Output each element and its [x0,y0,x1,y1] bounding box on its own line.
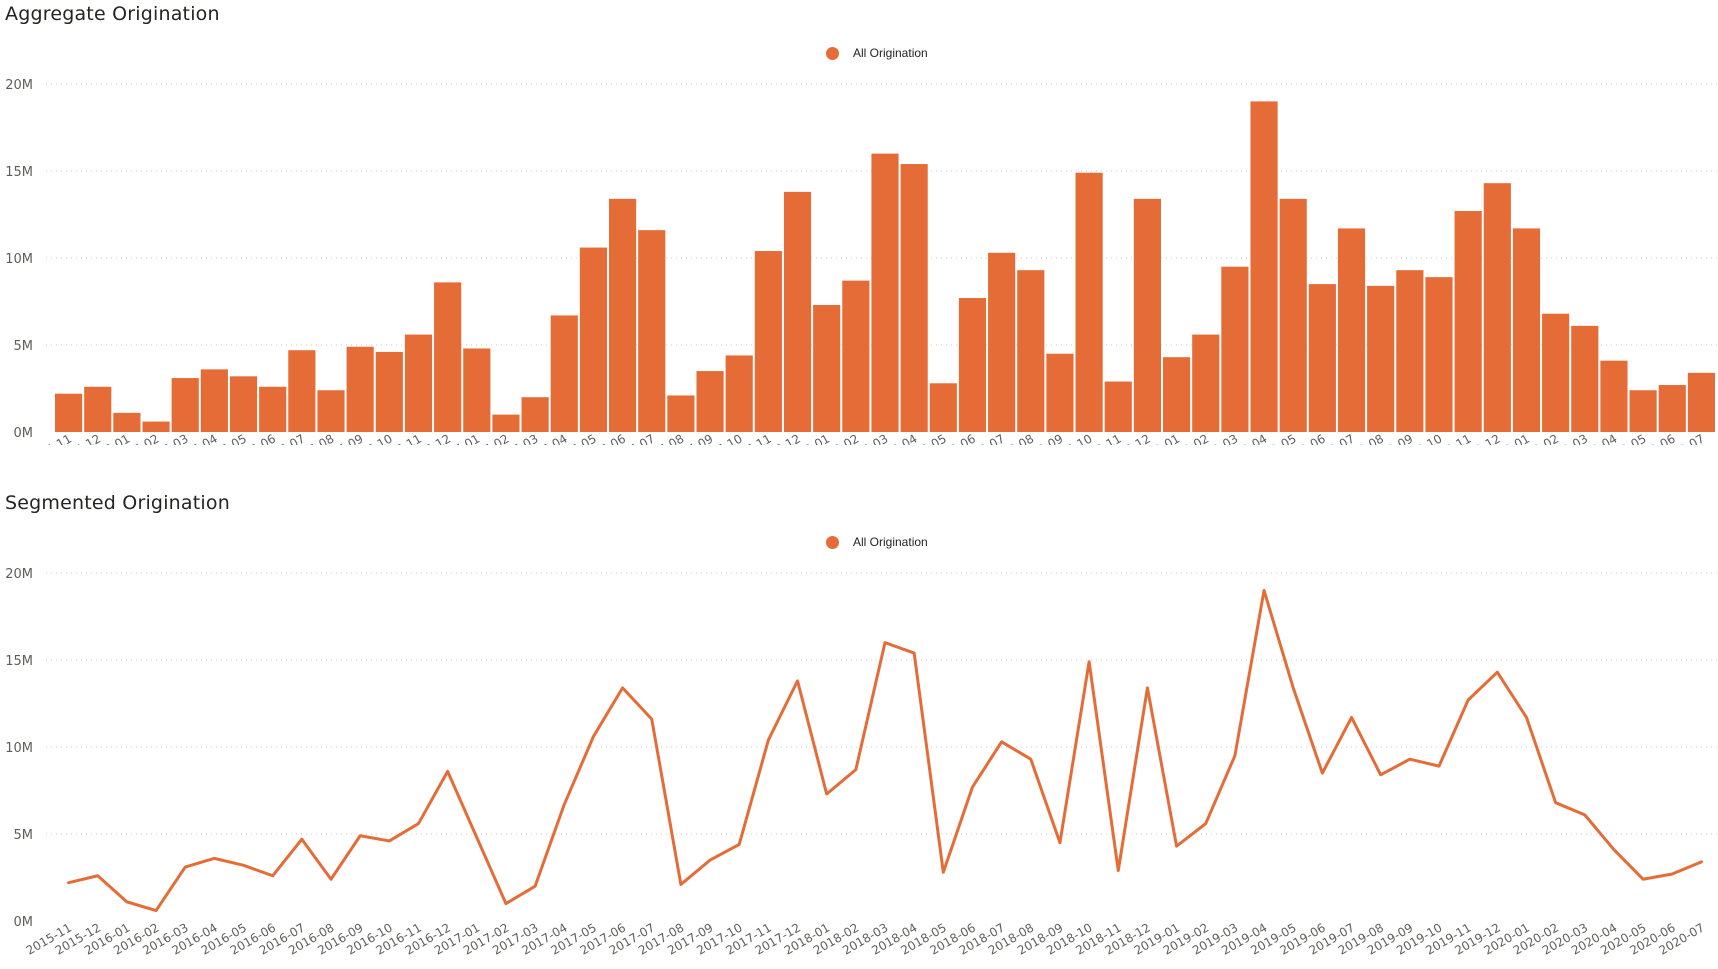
bar[interactable] [813,304,841,432]
bar[interactable] [463,348,491,432]
bar[interactable] [200,369,228,432]
bar[interactable] [696,371,724,432]
y-tick-label: 15M [5,165,33,180]
bar[interactable] [1542,313,1570,432]
bar[interactable] [1046,353,1074,432]
y-tick-label: 10M [5,741,33,756]
bar[interactable] [1396,270,1424,432]
bar[interactable] [171,378,199,432]
bar[interactable] [1483,183,1511,432]
segmented-line-chart: 0M5M10M15M20M2015-112015-122016-012016-0… [5,567,1718,958]
segmented-origination-title: Segmented Origination [5,492,230,514]
legend-marker [826,46,839,60]
bar[interactable] [1279,198,1307,432]
aggregate-bar-chart: 0M5M10M15M20M2015-112015-122016-012016-0… [5,78,1718,445]
bar[interactable] [1658,385,1686,432]
bar[interactable] [1512,228,1541,432]
bar[interactable] [1337,228,1366,432]
bar[interactable] [375,351,403,432]
bar[interactable] [259,386,287,432]
bar[interactable] [434,282,462,432]
y-tick-label: 5M [14,339,34,354]
series-line[interactable] [67,588,1703,913]
bar[interactable] [229,376,258,432]
bar[interactable] [988,252,1016,432]
bar[interactable] [1425,277,1453,432]
bar[interactable] [1687,372,1715,432]
bar[interactable] [1629,390,1657,432]
legend-label: All Origination [853,46,928,60]
bar[interactable] [1017,270,1045,432]
bar[interactable] [317,390,345,432]
y-tick-label: 15M [5,654,33,669]
bar[interactable] [900,164,928,433]
bar[interactable] [1104,381,1132,432]
bar[interactable] [1163,357,1191,432]
bar[interactable] [1250,101,1278,433]
bar[interactable] [288,350,316,432]
bar[interactable] [842,280,870,432]
bar[interactable] [1192,334,1220,432]
bar[interactable] [1308,284,1336,432]
y-tick-label: 0M [14,426,34,441]
aggregate-origination-title: Aggregate Origination [5,3,220,25]
bar[interactable] [346,346,374,432]
bar[interactable] [609,198,637,432]
y-tick-label: 0M [14,915,34,930]
segmented-legend[interactable]: All Origination [826,535,928,549]
bar[interactable] [579,247,607,432]
aggregate-legend[interactable]: All Origination [826,46,928,60]
legend-marker [826,535,839,549]
bar[interactable] [404,334,433,432]
legend-label: All Origination [853,535,928,549]
bar[interactable] [521,397,549,432]
bar[interactable] [725,355,753,432]
bar[interactable] [142,421,170,432]
bar[interactable] [958,298,987,432]
y-tick-label: 20M [5,78,33,93]
bar[interactable] [871,153,899,432]
bar[interactable] [1075,172,1103,433]
segmented-origination-panel: Segmented Origination All Origination 0M… [0,489,1718,969]
y-tick-label: 5M [14,828,34,843]
bar[interactable] [84,386,112,432]
y-tick-label: 20M [5,567,33,582]
bar[interactable] [1600,360,1628,432]
bar[interactable] [550,315,578,432]
bar[interactable] [1571,325,1599,432]
bar[interactable] [754,251,782,432]
bar[interactable] [492,414,520,432]
bar[interactable] [667,395,695,432]
bar[interactable] [1133,198,1161,432]
aggregate-origination-panel: Aggregate Origination All Origination 0M… [0,0,1718,445]
bar[interactable] [113,412,141,432]
bar[interactable] [1367,285,1395,432]
y-tick-label: 10M [5,252,33,267]
bar[interactable] [55,393,83,432]
bar[interactable] [1454,211,1482,432]
bar[interactable] [783,191,812,432]
bar[interactable] [1221,266,1249,432]
bar[interactable] [929,383,957,432]
bar[interactable] [638,230,666,432]
